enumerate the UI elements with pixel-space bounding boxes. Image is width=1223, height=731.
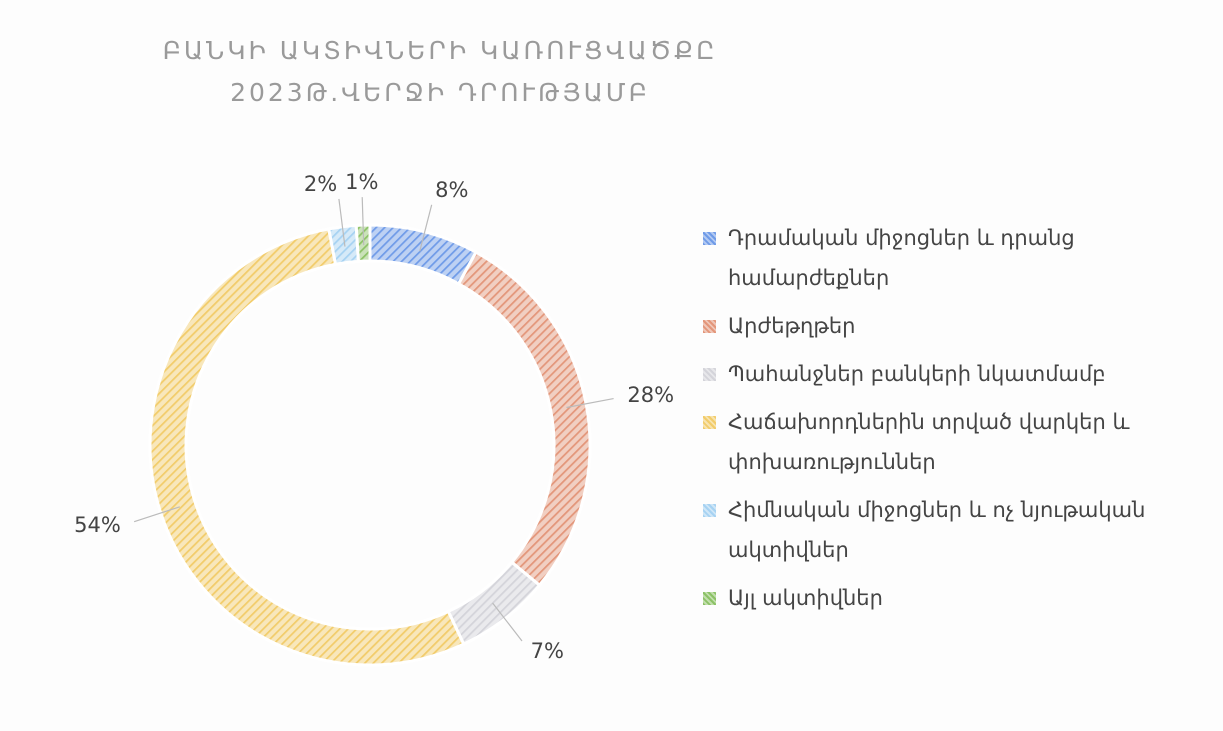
donut-segment bbox=[327, 223, 361, 267]
legend-swatch bbox=[703, 320, 716, 333]
legend-swatch bbox=[703, 592, 716, 605]
legend-label: Այլ ակտիվներ bbox=[728, 586, 883, 610]
data-label: 7% bbox=[531, 639, 564, 663]
legend-item: Հիմնական միջոցներ և ոչ նյութական ակտիվնե… bbox=[703, 490, 1173, 570]
legend-item: Դրամական միջոցներ և դրանց համարժեքներ bbox=[703, 218, 1173, 298]
legend-swatch bbox=[703, 416, 716, 429]
legend-label: Հիմնական միջոցներ և ոչ նյութական ակտիվնե… bbox=[728, 498, 1146, 562]
legend-label: Դրամական միջոցներ և դրանց համարժեքներ bbox=[728, 226, 1075, 290]
data-label: 2% bbox=[304, 172, 337, 196]
leader-line bbox=[338, 198, 346, 247]
legend-swatch bbox=[703, 504, 716, 517]
data-label: 1% bbox=[345, 170, 378, 194]
legend-item: Այլ ակտիվներ bbox=[703, 578, 1173, 618]
donut-segment bbox=[368, 223, 479, 286]
donut-segment bbox=[456, 250, 592, 588]
legend-label: Պահանջներ բանկերի նկատմամբ bbox=[728, 362, 1106, 386]
leader-line bbox=[492, 602, 523, 642]
donut-segment bbox=[148, 227, 466, 667]
legend: Դրամական միջոցներ և դրանց համարժեքներ Արժ… bbox=[703, 218, 1173, 626]
legend-item: Արժեթղթեր bbox=[703, 306, 1173, 346]
chart-title: ԲԱՆԿԻ ԱԿՏԻՎՆԵՐԻ ԿԱՌՈՒՑՎԱԾՔԸ 2023Թ.ՎԵՐՋԻ … bbox=[162, 36, 718, 107]
leader-line bbox=[361, 197, 365, 246]
donut-segment bbox=[446, 560, 542, 647]
leader-line bbox=[419, 204, 433, 252]
legend-swatch bbox=[703, 368, 716, 381]
legend-label: Արժեթղթեր bbox=[728, 314, 856, 338]
legend-swatch bbox=[703, 232, 716, 245]
data-label: 8% bbox=[435, 178, 468, 202]
leader-line bbox=[566, 397, 614, 409]
legend-item: Հաճախորդներին տրված վարկեր և փոխառությու… bbox=[703, 402, 1173, 482]
data-label: 54% bbox=[74, 513, 121, 537]
legend-item: Պահանջներ բանկերի նկատմամբ bbox=[703, 354, 1173, 394]
leader-line bbox=[133, 506, 180, 523]
legend-label: Հաճախորդներին տրված վարկեր և փոխառությու… bbox=[728, 410, 1130, 474]
data-label: 28% bbox=[627, 383, 674, 407]
